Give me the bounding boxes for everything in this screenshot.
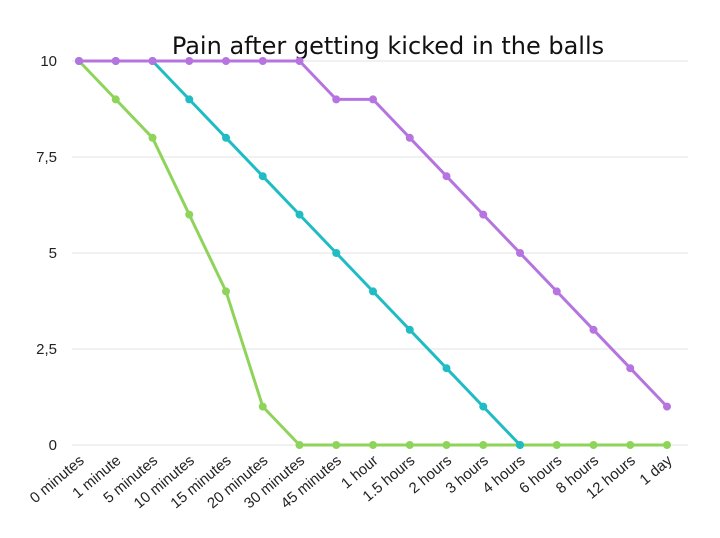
- data-point: [75, 57, 83, 65]
- y-tick-label: 2,5: [36, 341, 57, 358]
- data-point: [148, 133, 157, 142]
- data-point: [516, 441, 524, 449]
- data-point: [185, 95, 194, 104]
- data-point: [442, 172, 451, 181]
- data-point: [626, 441, 635, 449]
- data-point: [222, 133, 230, 142]
- data-point: [295, 441, 304, 449]
- series-lines: [75, 57, 671, 449]
- data-point: [589, 441, 598, 449]
- data-point: [258, 172, 267, 181]
- data-point: [111, 95, 120, 104]
- data-point: [185, 57, 194, 65]
- y-tick-label: 5: [49, 245, 57, 262]
- y-axis-ticks: 0 2,5 5 7,5 10: [36, 53, 57, 454]
- data-point: [222, 287, 230, 296]
- data-point: [369, 95, 377, 104]
- y-tick-label: 0: [49, 437, 57, 454]
- data-point: [589, 325, 598, 334]
- data-point: [552, 287, 561, 296]
- data-point: [258, 57, 267, 65]
- data-point: [369, 441, 377, 449]
- data-point: [442, 364, 451, 373]
- data-point: [258, 402, 267, 411]
- data-point: [405, 441, 414, 449]
- data-point: [148, 57, 157, 65]
- series-3: [75, 57, 671, 411]
- data-point: [479, 210, 488, 219]
- data-point: [552, 441, 561, 449]
- data-point: [332, 441, 341, 449]
- data-point: [369, 287, 377, 296]
- series-line: [77, 59, 669, 409]
- data-point: [516, 249, 524, 257]
- chart-title: Pain after getting kicked in the balls: [172, 32, 604, 60]
- data-point: [332, 95, 341, 104]
- data-point: [295, 57, 304, 65]
- data-point: [405, 133, 414, 142]
- y-tick-label: 7,5: [36, 149, 57, 166]
- data-point: [479, 402, 488, 411]
- data-point: [663, 441, 671, 449]
- y-tick-label: 10: [40, 53, 57, 70]
- data-point: [332, 249, 341, 257]
- data-point: [663, 402, 671, 411]
- data-point: [222, 57, 230, 65]
- data-point: [405, 325, 414, 334]
- data-point: [479, 441, 488, 449]
- grid-lines: [72, 60, 688, 446]
- data-point: [626, 364, 635, 373]
- x-tick-label: 1 day: [637, 452, 676, 489]
- data-point: [442, 441, 451, 449]
- data-point: [111, 57, 120, 65]
- data-point: [185, 210, 194, 219]
- data-point: [295, 210, 304, 219]
